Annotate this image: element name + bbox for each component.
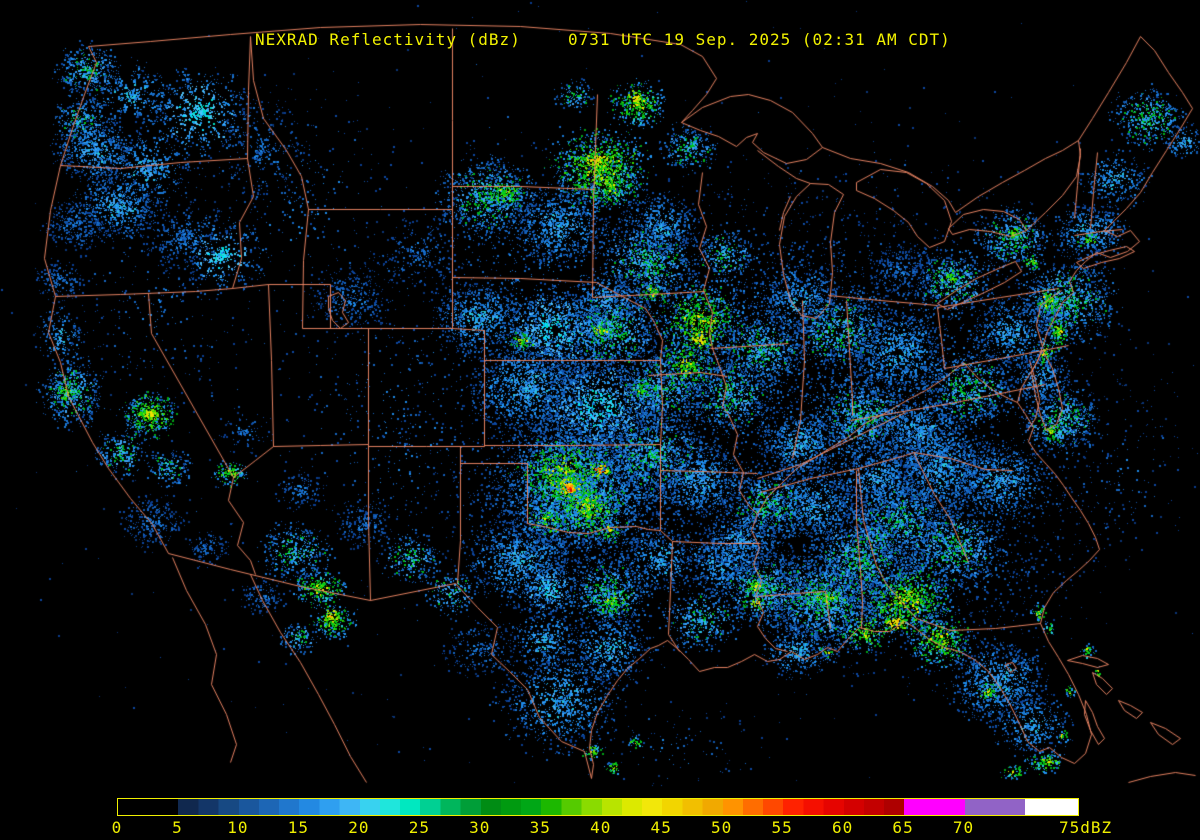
colorbar-tick-label: 65 [892,818,914,837]
colorbar-tick-label: 55 [771,818,793,837]
colorbar-tick-label: 35 [529,818,551,837]
reflectivity-colorbar [117,798,1079,816]
page-title: NEXRAD Reflectivity (dBz) [255,30,521,49]
colorbar-tick-label: 70 [952,818,975,837]
colorbar-tick-label: 15 [287,818,310,837]
colorbar-tick-label: 0 [111,818,123,837]
colorbar-segment [118,799,179,815]
colorbar-tick-label: 40 [590,818,612,837]
colorbar-segment [843,799,905,815]
colorbar-segment [601,799,663,815]
title-bar: NEXRAD Reflectivity (dBz) 0731 UTC 19 Se… [0,30,1200,49]
colorbar-tick-label: 20 [348,818,370,837]
colorbar-segment [1025,799,1079,815]
colorbar-segment [722,799,784,815]
colorbar-segment [238,799,300,815]
colorbar-segment [420,799,481,815]
timestamp-label: 0731 UTC 19 Sep. 2025 (02:31 AM CDT) [568,30,951,49]
colorbar-tick-label: 25 [408,818,430,837]
colorbar-segment [904,799,965,815]
colorbar-tick-label: 50 [711,818,733,837]
colorbar-segment [964,799,1026,815]
radar-map-canvas [0,0,1200,790]
colorbar-segment [178,799,239,815]
colorbar-tick-label: 60 [831,818,854,837]
colorbar-segment [783,799,844,815]
colorbar-tick-label: 45 [650,818,672,837]
colorbar-segment [541,799,602,815]
colorbar-tick-label: 10 [227,818,249,837]
colorbar-tick-label: 30 [469,818,491,837]
colorbar-segment [480,799,542,815]
colorbar-segment [359,799,421,815]
colorbar-segment [299,799,360,815]
colorbar-tick-label: 5 [172,818,183,837]
colorbar-segment [662,799,723,815]
colorbar-tick-label: 75dBZ [1059,818,1113,837]
